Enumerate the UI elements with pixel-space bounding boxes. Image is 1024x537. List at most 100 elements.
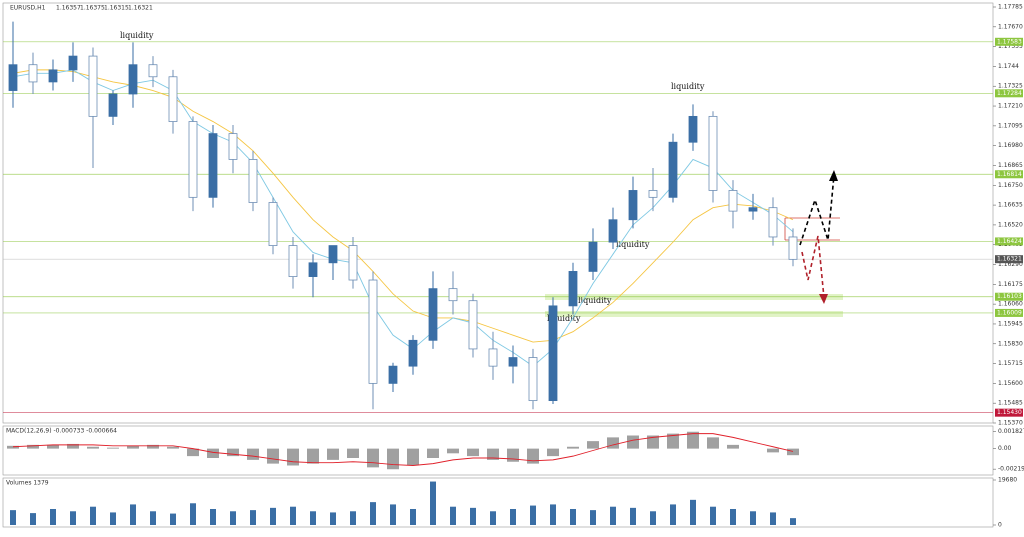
y-tick-label: 1.17555: [998, 43, 1023, 50]
volume-bar: [610, 506, 616, 525]
level-tag: [995, 308, 1023, 317]
y-tick-label: 1.16175: [998, 281, 1023, 288]
candle-body: [488, 348, 498, 367]
volume-bar: [670, 504, 676, 525]
volume-bar: [210, 508, 216, 525]
candle-body: [388, 365, 398, 384]
candle-body: [608, 219, 618, 243]
level-label: 1.16103: [997, 293, 1022, 300]
volume-bar: [350, 511, 356, 525]
annotation: liquidity: [616, 240, 650, 249]
volume-bar: [650, 511, 656, 525]
y-tick-label: 1.15600: [998, 380, 1023, 387]
main-panel: [2, 2, 994, 424]
volume-bar: [590, 510, 596, 525]
macd-bar: [7, 445, 19, 449]
macd-bar: [567, 446, 579, 449]
volume-bar: [550, 504, 556, 525]
candle-body: [528, 357, 538, 402]
volume-bar: [370, 502, 376, 525]
y-tick-label: -0.002192: [998, 466, 1024, 473]
candle-body: [268, 202, 278, 246]
macd-bar: [287, 448, 299, 466]
y-tick-label: 1.15945: [998, 320, 1023, 327]
candle-body: [548, 305, 558, 402]
volume-bar: [490, 511, 496, 525]
candle-body: [748, 207, 758, 212]
volume-bar: [770, 512, 776, 525]
volume-bar: [150, 511, 156, 525]
scenario-arrows: [799, 170, 838, 304]
y-tick-label: 1.15715: [998, 360, 1023, 367]
candle-body: [208, 133, 218, 198]
y-tick-label: 1.16865: [998, 162, 1023, 169]
macd-bar: [167, 446, 179, 449]
macd-bar: [207, 448, 219, 458]
volume-bar: [30, 513, 36, 525]
candle-body: [428, 288, 438, 341]
candle-body: [348, 245, 358, 281]
volume-bar: [70, 511, 76, 525]
y-tick-label: 1.15485: [998, 400, 1023, 407]
candle-body: [688, 115, 698, 143]
y-tick-label: 1.16060: [998, 301, 1023, 308]
candle-body: [248, 159, 258, 203]
macd-bar: [27, 444, 39, 449]
volume-bar: [450, 506, 456, 525]
candle-body: [788, 236, 798, 260]
y-tick-label: 1.17670: [998, 23, 1023, 30]
candle-body: [168, 76, 178, 122]
macd-bar: [47, 444, 59, 449]
header-value: 1.16375: [80, 5, 105, 12]
macd-bar: [687, 431, 699, 449]
y-tick-label: 0: [998, 522, 1002, 529]
volume-bar: [430, 481, 436, 525]
level-tag: [995, 89, 1023, 98]
candle-body: [308, 262, 318, 277]
candle-body: [328, 245, 338, 264]
volume-bar: [570, 508, 576, 525]
level-tag: [995, 170, 1023, 179]
annotation: liquidity: [671, 82, 705, 91]
bear-arrow: [801, 235, 825, 299]
symbol: EURUSD,H1: [10, 5, 46, 12]
macd-bar: [547, 448, 559, 457]
candle-body: [668, 141, 678, 198]
header-value: 1.16321: [128, 5, 153, 12]
header-value: 1.16315: [104, 5, 129, 12]
macd-bar: [267, 448, 279, 464]
macd-title: MACD(12,26,9) -0.000733 -0.000664: [6, 428, 117, 435]
level-tag: [995, 255, 1023, 264]
macd-bar: [187, 448, 199, 457]
macd-bar: [527, 448, 539, 464]
volume-bar: [690, 499, 696, 525]
y-tick-label: 0.00: [998, 445, 1012, 452]
macd-bar: [647, 435, 659, 449]
candle-body: [28, 64, 38, 83]
level-tag: [995, 237, 1023, 246]
macd-bar: [127, 445, 139, 449]
volume-bar: [250, 510, 256, 525]
volume-bar: [110, 512, 116, 525]
macd-bar: [667, 433, 679, 449]
bull-arrow: [799, 174, 835, 246]
macd-bar: [587, 441, 599, 449]
macd-bar: [707, 437, 719, 449]
volume-bar: [130, 504, 136, 525]
candle-body: [728, 190, 738, 212]
level-label: 1.17284: [997, 90, 1022, 97]
volume-bar: [230, 511, 236, 525]
volume-bar: [90, 506, 96, 525]
level-tag: [995, 408, 1023, 417]
volume-bar: [170, 513, 176, 525]
candle-body: [88, 55, 98, 117]
candle-body: [68, 55, 78, 71]
header-value: 1.16357: [56, 5, 81, 12]
volume-bar: [10, 510, 16, 525]
macd-bar: [467, 448, 479, 457]
volume-bar: [530, 505, 536, 525]
y-tick-label: 1.1744: [998, 63, 1019, 70]
y-tick-label: 0.001827: [998, 428, 1024, 435]
volume-bar: [730, 508, 736, 525]
